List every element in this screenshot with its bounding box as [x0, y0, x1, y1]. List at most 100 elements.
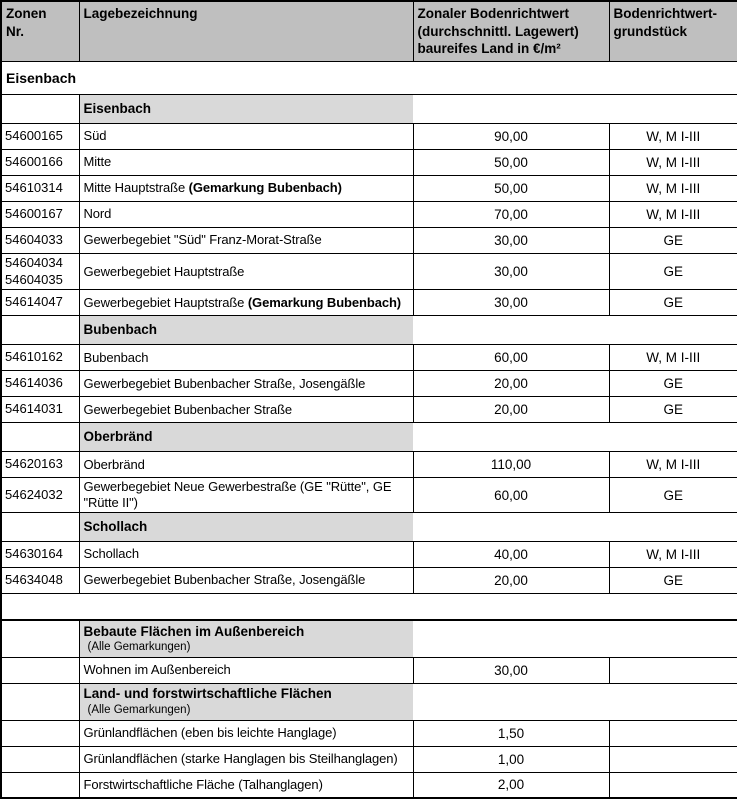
bodenrichtwert-value: 40,00: [412, 540, 610, 568]
subsection-title-text: Land- und forstwirtschaftliche Flächen: [83, 686, 332, 702]
bodenrichtwert-value: 30,00: [412, 289, 610, 317]
blank-row: [1, 592, 737, 622]
bodenrichtwert-value: 60,00: [412, 477, 610, 513]
grundstueck-type: [608, 745, 737, 773]
subsection-title-text: Bebaute Flächen im Außenbereich: [83, 623, 305, 639]
grundstueck-type: [608, 771, 737, 799]
subsection-note: (Alle Gemarkungen): [87, 640, 191, 653]
zone-number: 54610314: [0, 174, 80, 202]
zone-cell-empty: [0, 93, 80, 124]
zone-number: [0, 656, 80, 684]
data-row: 54610314 Mitte Hauptstraße (Gemarkung Bub…: [0, 174, 737, 202]
subsection-spacer: [413, 315, 737, 346]
data-row: 54614036 Gewerbegebiet Bubenbacher Straße…: [0, 370, 737, 398]
subsection-title-text: Eisenbach: [83, 100, 152, 116]
zone-number: 54604033: [0, 226, 80, 254]
data-row: 54634048 Gewerbegebiet Bubenbacher Straße…: [0, 566, 737, 594]
grundstueck-type: W, M I-III: [608, 174, 737, 202]
location-label: Forstwirtschaftliche Fläche (Talhanglage…: [78, 771, 414, 799]
subsection-spacer: [413, 682, 737, 721]
grundstueck-type: GE: [608, 252, 737, 291]
location-label: Gewerbegebiet Bubenbacher Straße: [78, 396, 414, 424]
data-row: Grünlandflächen (eben bis leichte Hangla…: [0, 719, 737, 747]
data-row: 54600166 Mitte 50,00 W, M I-III: [0, 148, 737, 176]
grundstueck-type: GE: [608, 396, 737, 424]
data-row: 54600165 Süd 90,00 W, M I-III: [0, 122, 737, 150]
data-row: 54624032 Gewerbegebiet Neue Gewerbestraße…: [0, 477, 737, 513]
bodenrichtwert-value: 50,00: [412, 148, 610, 176]
zone-cell-empty: [0, 682, 80, 721]
data-row: 54620163 Oberbränd 110,00 W, M I-III: [0, 451, 737, 479]
zone-number: 54604034 54604035: [0, 252, 80, 291]
zone-number: 54634048: [0, 566, 80, 594]
table-header: Zonen Nr. Lagebezeichnung Zonaler Bodenr…: [0, 0, 737, 62]
location-label: Gewerbegebiet Neue Gewerbestraße (GE "Rü…: [78, 477, 414, 513]
zone-number: 54600166: [0, 148, 80, 176]
col-header-bodenrichtwert: Zonaler Bodenrichtwert (durchschnittl. L…: [412, 0, 610, 62]
bodenrichtwert-value: 1,50: [412, 719, 610, 747]
location-label: Gewerbegebiet "Süd" Franz-Morat-Straße: [78, 226, 414, 254]
header-row: Zonen Nr. Lagebezeichnung Zonaler Bodenr…: [0, 0, 737, 62]
grundstueck-type: W, M I-III: [608, 344, 737, 372]
col-header-lagebezeichnung: Lagebezeichnung: [78, 0, 414, 62]
subheader-row: Eisenbach: [0, 93, 737, 124]
data-row: 54614047 Gewerbegebiet Hauptstraße (Gemar…: [0, 289, 737, 317]
location-label-bold: (Gemarkung Bubenbach): [247, 295, 402, 311]
location-label: Süd: [78, 122, 414, 150]
subsection-title-text: Bubenbach: [83, 322, 158, 338]
subheader-row: Schollach: [0, 511, 737, 542]
location-label: Bubenbach: [78, 344, 414, 372]
grundstueck-type: [608, 719, 737, 747]
bodenrichtwert-value: 30,00: [412, 656, 610, 684]
bodenrichtwert-value: 2,00: [412, 771, 610, 799]
zone-number: [0, 745, 80, 773]
grundstueck-type: [608, 656, 737, 684]
col-header-grundstueck: Bodenrichtwert- grundstück: [608, 0, 737, 62]
subsection-title-text: Oberbränd: [83, 429, 153, 445]
location-label: Gewerbegebiet Bubenbacher Straße, Joseng…: [78, 370, 414, 398]
grundstueck-type: GE: [608, 370, 737, 398]
subsection-spacer: [413, 619, 737, 658]
data-row: 54600167 Nord 70,00 W, M I-III: [0, 200, 737, 228]
subsection-title: Bebaute Flächen im Außenbereich (Alle Gem…: [78, 619, 413, 658]
grundstueck-type: GE: [608, 289, 737, 317]
bodenrichtwert-value: 60,00: [412, 344, 610, 372]
location-label: Schollach: [78, 540, 414, 568]
grundstueck-type: W, M I-III: [608, 200, 737, 228]
zone-number: 54620163: [0, 451, 80, 479]
subsection-note: (Alle Gemarkungen): [87, 703, 191, 716]
grundstueck-type: GE: [608, 477, 737, 513]
data-row: Forstwirtschaftliche Fläche (Talhanglage…: [0, 771, 737, 799]
data-row: 54630164 Schollach 40,00 W, M I-III: [0, 540, 737, 568]
bodenrichtwert-value: 20,00: [412, 396, 610, 424]
bodenrichtwert-value: 70,00: [412, 200, 610, 228]
subsection-spacer: [413, 511, 737, 542]
location-label: Gewerbegebiet Hauptstraße: [78, 252, 414, 291]
subheader-row: Bubenbach: [0, 315, 737, 346]
col-header-zonen-nr: Zonen Nr.: [0, 0, 80, 62]
subsection-title: Bubenbach: [78, 315, 413, 346]
bodenrichtwert-value: 30,00: [412, 226, 610, 254]
blank-spacer: [1, 592, 737, 622]
bodenrichtwert-value: 50,00: [412, 174, 610, 202]
location-label: Oberbränd: [78, 451, 414, 479]
grundstueck-type: W, M I-III: [608, 148, 737, 176]
zone-number: 54614036: [0, 370, 80, 398]
zone-number: 54600165: [0, 122, 80, 150]
bodenrichtwert-value: 20,00: [412, 566, 610, 594]
subsection-title: Schollach: [78, 511, 413, 542]
bodenrichtwert-value: 30,00: [412, 252, 610, 291]
grundstueck-type: W, M I-III: [608, 540, 737, 568]
location-label: Nord: [78, 200, 414, 228]
grundstueck-type: W, M I-III: [608, 451, 737, 479]
subheader-row: Oberbränd: [0, 422, 737, 453]
subheader-row: Land- und forstwirtschaftliche Flächen (A…: [0, 682, 737, 721]
location-label: Gewerbegebiet Bubenbacher Straße, Joseng…: [78, 566, 414, 594]
location-label: Grünlandflächen (starke Hanglagen bis St…: [78, 745, 414, 773]
table-body: Eisenbach Eisenbach 54600165 Süd 90,00 W, M I…: [0, 60, 737, 799]
bodenrichtwert-value: 90,00: [412, 122, 610, 150]
location-label: Mitte: [78, 148, 414, 176]
subsection-title: Eisenbach: [78, 93, 413, 124]
zone-cell-empty: [0, 315, 80, 346]
zone-number: 54630164: [0, 540, 80, 568]
